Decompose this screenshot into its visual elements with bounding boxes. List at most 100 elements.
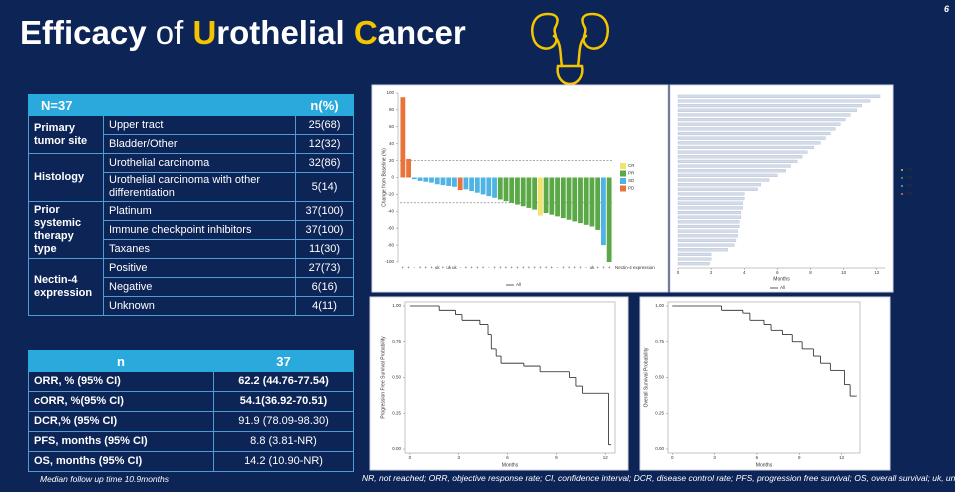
waterfall-bar	[583, 177, 589, 225]
x-axis-label: Months	[756, 462, 773, 468]
row-value: 37(100)	[295, 220, 355, 240]
swimmer-bar	[677, 252, 712, 256]
expression-label: +	[442, 265, 445, 270]
swimmer-bar	[677, 257, 712, 261]
row-value: 5(14)	[295, 172, 355, 202]
expression-label: +	[424, 265, 427, 270]
swimmer-bar	[677, 178, 770, 182]
legend-label: All	[780, 285, 785, 290]
table-row: Unknown 4(11)	[29, 296, 355, 316]
waterfall-bar	[423, 177, 429, 182]
row-value: 11(30)	[295, 239, 355, 259]
swimmer-bar	[677, 159, 798, 163]
waterfall-bar	[492, 177, 497, 198]
chart-panel	[369, 296, 629, 471]
expression-label: +	[493, 265, 496, 270]
y-tick-label: 0.25	[392, 410, 401, 415]
expression-label: +	[499, 265, 502, 270]
kidney-icon	[531, 12, 609, 94]
waterfall-bar	[463, 177, 469, 190]
row-label: Unknown	[102, 296, 297, 316]
table-header: N=37	[27, 94, 297, 116]
row-value: 37(100)	[295, 201, 355, 221]
expression-label: +	[528, 265, 531, 270]
row-label: Urothelial carcinoma	[102, 153, 297, 173]
waterfall-bar	[560, 177, 566, 219]
table-header: n(%)	[295, 94, 355, 116]
x-tick-label: 12	[874, 270, 880, 275]
title-word: ancer	[377, 14, 466, 51]
row-value: 32(86)	[295, 153, 355, 173]
group-label: Prior systemic therapy type	[28, 201, 104, 259]
x-tick-label: 12	[603, 455, 609, 460]
swimmer-bar	[677, 206, 743, 210]
x-tick-label: 3	[713, 455, 716, 460]
y-tick-label: 40	[389, 141, 395, 146]
y-tick-label: 1.00	[392, 303, 401, 308]
expression-label: +	[533, 265, 536, 270]
x-tick-label: 9	[798, 455, 801, 460]
swimmer-bar	[677, 104, 862, 108]
y-tick-label: -40	[387, 208, 394, 213]
table-row: Immune checkpoint inhibitors 37(100)	[29, 220, 355, 240]
waterfall-bar	[469, 177, 475, 192]
x-tick-label: 6	[776, 270, 779, 275]
y-tick-label: 0.25	[655, 410, 664, 415]
swimmer-bar	[677, 122, 841, 126]
waterfall-bar	[446, 177, 452, 186]
y-tick-label: 0.75	[392, 339, 401, 344]
y-tick-label: 100	[386, 90, 394, 95]
swimmer-bar	[677, 224, 740, 229]
swimmer-bar	[677, 164, 791, 168]
swimmer-bar	[677, 248, 728, 252]
y-tick-label: -20	[387, 192, 394, 197]
x-axis-label: Months	[773, 276, 790, 282]
table-row: Taxanes 11(30)	[29, 239, 355, 259]
waterfall-bar	[411, 177, 417, 180]
swimmer-bar	[677, 187, 758, 191]
swimmer-bar	[677, 243, 735, 247]
table-row: Nectin-4 expression Positive 27(73)	[28, 258, 355, 316]
row-value: 12(32)	[295, 134, 355, 154]
expression-label: +	[510, 265, 513, 270]
x-tick-label: 3	[457, 455, 460, 460]
swimmer-bar	[677, 183, 761, 187]
expression-label: +	[608, 265, 611, 270]
y-tick-label: 80	[389, 107, 395, 112]
row-value: 54.1(36.92-70.51)	[213, 391, 354, 412]
x-tick-label: 0	[409, 455, 412, 460]
legend-label: PR	[628, 171, 635, 176]
waterfall-bar	[600, 177, 606, 246]
y-tick-label: 20	[389, 158, 395, 163]
expression-label: uk	[435, 265, 441, 270]
row-label: DCR,% (95% CI)	[28, 411, 214, 432]
swimmer-bar	[677, 155, 803, 159]
x-tick-label: 4	[743, 270, 746, 275]
group-label: Primary tumor site	[28, 115, 104, 154]
table-row: PFS, months (95% CI) 8.8 (3.81-NR)	[28, 431, 354, 452]
x-tick-label: 6	[756, 455, 759, 460]
y-tick-label: -60	[387, 225, 394, 230]
waterfall-bar	[549, 177, 555, 215]
title-initial: C	[353, 14, 378, 51]
table-row: Prior systemic therapy type Platinum 37(10…	[28, 201, 355, 259]
y-tick-label: -100	[385, 259, 395, 264]
expression-label: +	[596, 265, 599, 270]
table-row: Negative 6(16)	[29, 277, 355, 297]
chart-panel	[371, 84, 669, 293]
row-label: OS, months (95% CI)	[28, 451, 214, 472]
expression-label: -	[459, 265, 461, 270]
legend-marker	[901, 193, 903, 195]
expression-label: +	[419, 265, 422, 270]
legend-label: CR	[906, 167, 913, 172]
y-tick-label: 0.50	[392, 375, 401, 380]
swimmer-bar	[677, 127, 836, 131]
legend-marker	[901, 185, 903, 187]
expression-label: +	[568, 265, 571, 270]
waterfall-bar	[537, 177, 543, 216]
row-value: 4(11)	[295, 296, 355, 316]
waterfall-bar	[429, 177, 434, 183]
waterfall-bar	[555, 177, 560, 217]
title-word: rothelial	[216, 14, 345, 51]
expression-label: +	[402, 265, 405, 270]
